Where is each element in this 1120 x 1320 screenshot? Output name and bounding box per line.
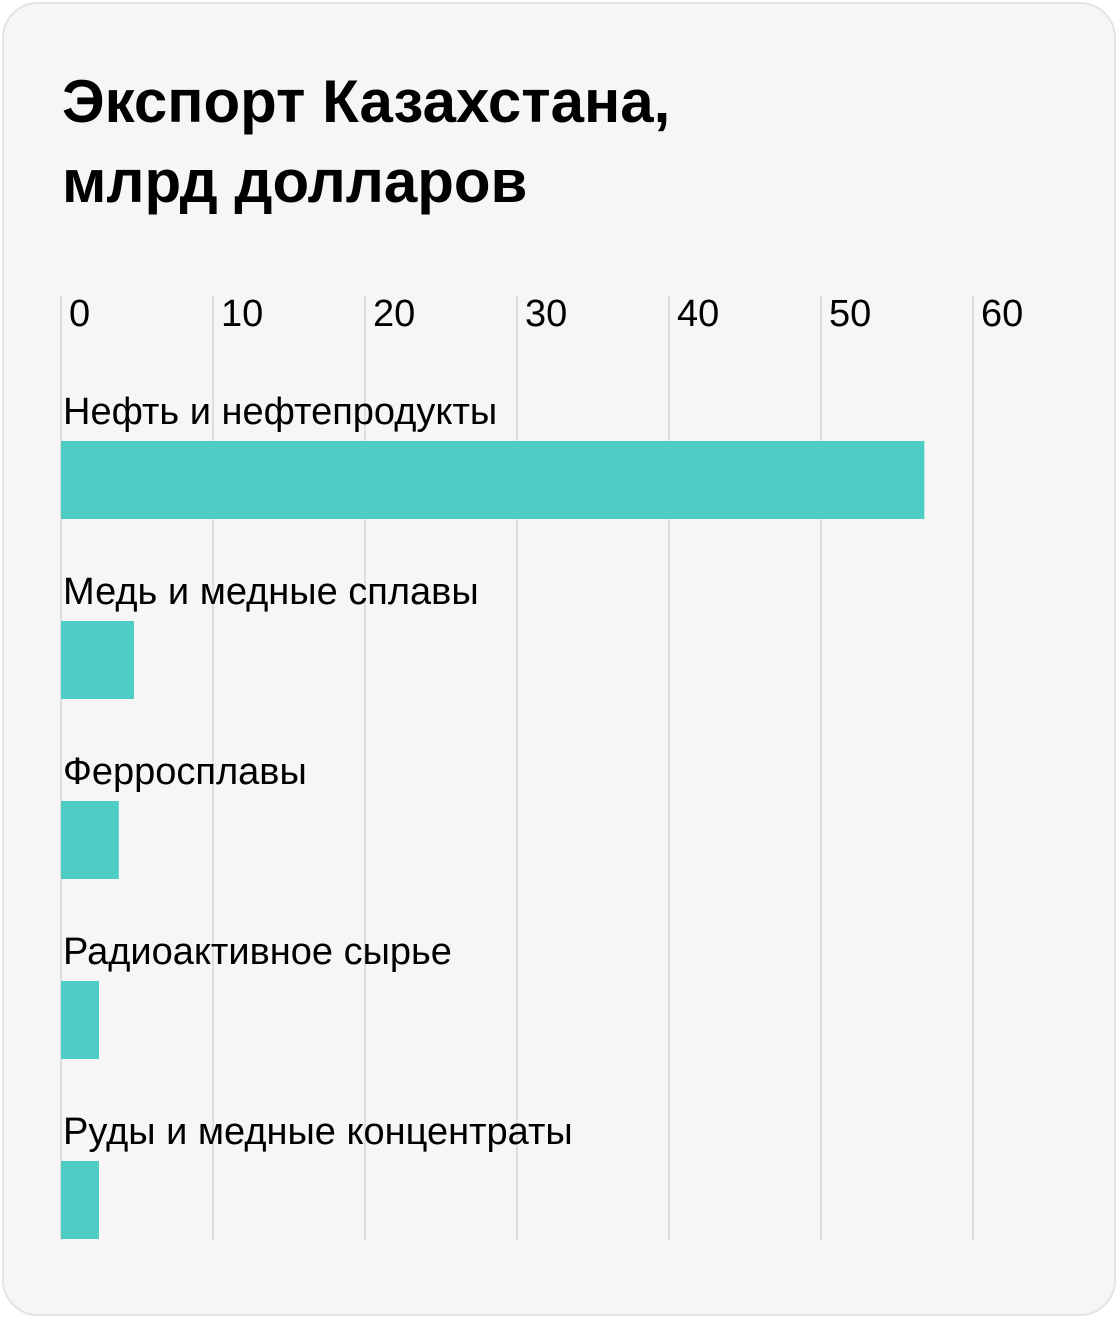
category-label: Медь и медные сплавы [63,571,479,613]
x-tick-label: 10 [221,293,263,335]
bar [61,441,925,519]
bar [61,1161,99,1239]
x-tick-label: 30 [525,293,567,335]
category-label: Руды и медные концентраты [63,1111,573,1153]
category-label: Нефть и нефтепродукты [63,391,497,433]
x-tick-label: 40 [677,293,719,335]
category-label: Радиоактивное сырье [63,931,452,973]
x-tick-label: 0 [69,293,90,335]
bar [61,801,119,879]
bar [61,621,134,699]
bar [61,981,99,1059]
bar-chart: 0 10 20 30 40 50 60 Нефть и нефтепродукты Медь и… [60,293,1023,1240]
x-tick-label: 60 [981,293,1023,335]
category-label: Ферросплавы [63,751,307,793]
x-tick-label: 50 [829,293,871,335]
chart-title: Экспорт Казахстана, млрд долларов [62,68,671,215]
x-tick-label: 20 [373,293,415,335]
